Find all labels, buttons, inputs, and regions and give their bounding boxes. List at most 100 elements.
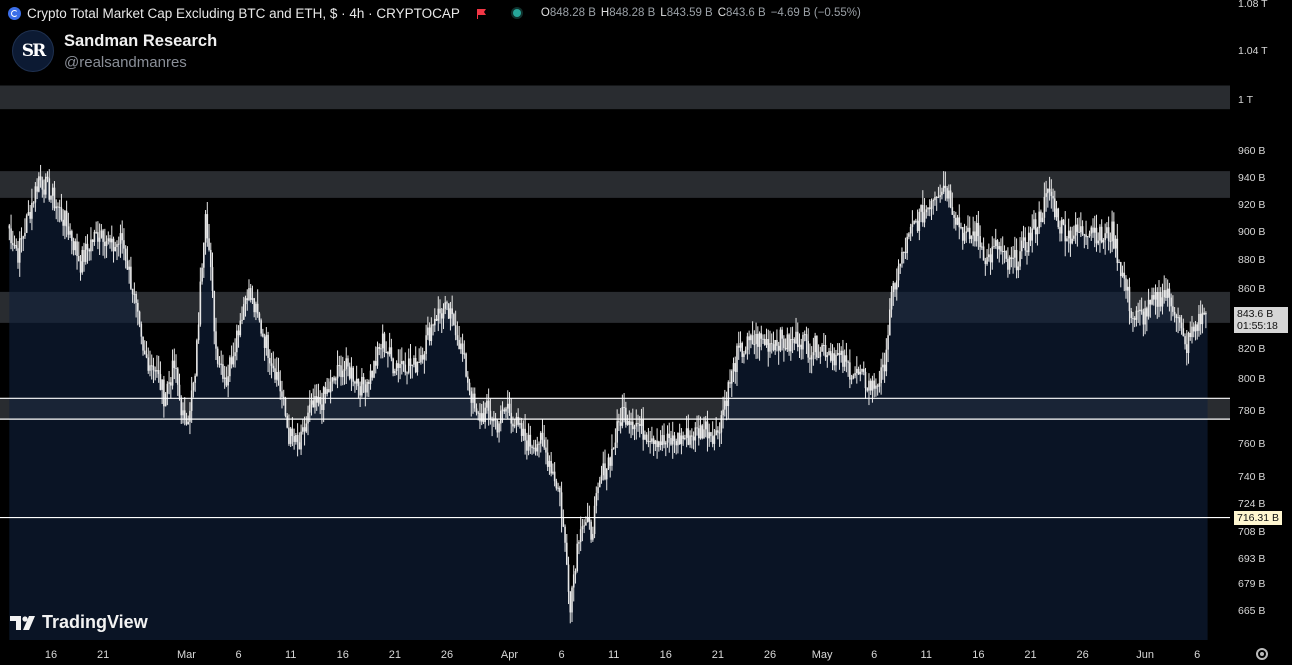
- candle-body: [590, 521, 592, 540]
- candle-body: [442, 308, 445, 319]
- candle-body: [682, 435, 684, 440]
- candle-body: [253, 298, 255, 313]
- candle-body: [623, 406, 625, 408]
- candle-body: [908, 233, 910, 237]
- candle-body: [41, 180, 44, 190]
- candle-body: [1180, 322, 1183, 329]
- candle-body: [856, 368, 858, 374]
- candle-body: [774, 339, 776, 351]
- candle-body: [791, 338, 794, 340]
- candle-body: [175, 367, 177, 369]
- candle-body: [173, 360, 176, 368]
- candle-body: [784, 348, 787, 350]
- candle-body: [416, 361, 419, 373]
- candle-body: [949, 190, 952, 208]
- candle-body: [765, 339, 768, 345]
- candle-body: [53, 187, 56, 209]
- candle-body: [734, 363, 737, 372]
- candle-body: [986, 257, 988, 264]
- candle-body: [1045, 193, 1047, 197]
- candle-body: [928, 207, 931, 210]
- candle-body: [506, 403, 509, 409]
- candle-body: [142, 336, 144, 351]
- candle-body: [652, 438, 655, 445]
- candle-body: [1107, 227, 1110, 241]
- candle-body: [951, 207, 954, 215]
- candle-body: [388, 347, 391, 355]
- candle-body: [1026, 250, 1028, 253]
- settings-gear-icon[interactable]: [1256, 648, 1268, 660]
- candle-body: [1086, 236, 1089, 238]
- candle-body: [331, 377, 334, 382]
- x-tick-label: 21: [1024, 649, 1037, 661]
- candle-body: [793, 339, 796, 344]
- y-tick-label: 1 T: [1238, 94, 1253, 107]
- candle-body: [72, 241, 75, 251]
- candle-body: [1040, 211, 1042, 223]
- candle-body: [1154, 292, 1157, 300]
- candle-body: [880, 367, 882, 384]
- candle-body: [458, 339, 460, 350]
- candle-body: [239, 320, 242, 336]
- candle-body: [374, 361, 377, 366]
- x-tick-label: 6: [558, 649, 565, 661]
- candle-body: [664, 442, 667, 445]
- candle-body: [527, 434, 530, 451]
- candle-body: [262, 333, 264, 337]
- candle-body: [241, 319, 243, 321]
- candle-body: [489, 410, 492, 420]
- resistance-zone-0: [0, 85, 1230, 110]
- last-price-value: 843.6 B: [1237, 308, 1274, 321]
- candle-body: [790, 338, 792, 352]
- candle-body: [564, 526, 566, 543]
- candle-body: [548, 460, 551, 467]
- candle-body: [242, 304, 245, 320]
- candle-body: [338, 365, 341, 367]
- x-tick-label: 11: [607, 649, 620, 661]
- candle-body: [227, 376, 229, 386]
- candle-body: [621, 406, 624, 426]
- candle-body: [817, 356, 820, 358]
- candle-body: [312, 400, 315, 408]
- candle-body: [946, 188, 948, 199]
- candle-body: [222, 364, 224, 379]
- candle-body: [725, 400, 728, 407]
- candle-body: [390, 347, 393, 359]
- candle-body: [60, 207, 63, 220]
- candle-body: [1177, 317, 1179, 319]
- candle-body: [81, 249, 84, 273]
- candle-body: [373, 361, 375, 378]
- candle-body: [567, 564, 570, 592]
- candle-body: [93, 231, 96, 243]
- flag-icon[interactable]: [476, 8, 487, 19]
- symbol-title[interactable]: Crypto Total Market Cap Excluding BTC an…: [27, 5, 460, 21]
- candle-body: [352, 367, 354, 382]
- candle-body: [1078, 231, 1080, 233]
- candle-body: [69, 231, 71, 235]
- candle-body: [647, 440, 650, 442]
- candle-body: [510, 412, 513, 424]
- candle-body: [67, 226, 70, 235]
- candle-body: [885, 349, 888, 372]
- candle-body: [1184, 336, 1186, 345]
- x-tick-label: May: [811, 649, 833, 661]
- candle-body: [206, 214, 209, 239]
- candle-body: [427, 327, 429, 336]
- candle-body: [960, 227, 962, 229]
- candle-body: [809, 357, 811, 360]
- candle-body: [229, 357, 231, 377]
- candle-body: [823, 345, 825, 347]
- candle-body: [923, 212, 926, 223]
- candle-body: [36, 186, 38, 192]
- candle-body: [762, 338, 764, 340]
- candle-body: [651, 438, 653, 442]
- candle-body: [357, 378, 360, 387]
- x-tick-label: 11: [284, 649, 297, 661]
- candle-body: [425, 335, 427, 354]
- candle-body: [553, 471, 556, 482]
- candle-body: [1189, 332, 1192, 338]
- candle-body: [661, 435, 664, 446]
- candle-body: [223, 377, 226, 379]
- candle-body: [1081, 226, 1084, 235]
